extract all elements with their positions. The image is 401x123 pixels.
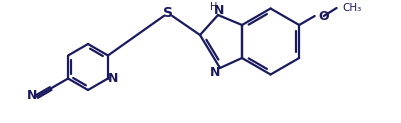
Text: O: O <box>318 9 328 23</box>
Text: N: N <box>26 89 37 102</box>
Text: N: N <box>107 72 118 85</box>
Text: H: H <box>210 2 217 12</box>
Text: N: N <box>213 5 224 17</box>
Text: S: S <box>162 6 172 20</box>
Text: N: N <box>209 66 220 78</box>
Text: CH₃: CH₃ <box>342 3 361 13</box>
